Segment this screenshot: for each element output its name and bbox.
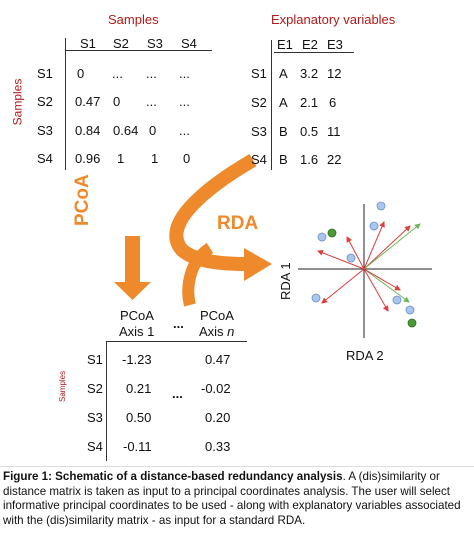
ev-row-label: S1 xyxy=(251,66,267,81)
dm-cell: 0 xyxy=(113,94,121,109)
pcoa-col1-header-line2: Axis 1 xyxy=(119,324,155,339)
dm-cell: 0.96 xyxy=(75,151,101,166)
dm-cell: 1 xyxy=(151,151,159,166)
dm-col-header: S4 xyxy=(181,36,197,51)
ev-row-label: S4 xyxy=(251,152,267,167)
ev-row-label: S2 xyxy=(251,95,267,110)
distance-matrix-side-label: Samples xyxy=(10,78,25,126)
ev-cell: A xyxy=(279,66,288,81)
site-point xyxy=(369,221,379,231)
rda-biplot xyxy=(298,201,432,338)
ev-col-header: E1 xyxy=(277,37,293,52)
site-point-green xyxy=(407,318,417,328)
dm-cell: 0 xyxy=(149,123,157,138)
dm-cell: 0.84 xyxy=(75,123,101,138)
dm-row-label: S4 xyxy=(37,151,53,166)
pcoa-row-label: S4 xyxy=(87,439,103,454)
dm-col-header: S3 xyxy=(147,36,163,51)
site-point xyxy=(376,201,386,211)
dm-cell: ... xyxy=(179,94,190,109)
caption-text: . A (dis)similarity or distance matrix i… xyxy=(3,470,461,527)
caption-bold: Figure 1: Schematic of a distance-based … xyxy=(3,470,343,483)
pcoa-col2-header-line2: Axis n xyxy=(199,324,234,339)
pcoa-cell: -0.11 xyxy=(123,439,152,454)
pcoa-header-rule xyxy=(107,341,247,342)
distance-matrix-header-rule xyxy=(66,50,212,51)
site-point xyxy=(346,253,356,263)
ev-cell: B xyxy=(279,124,288,139)
dm-row-label: S3 xyxy=(37,123,53,138)
dm-cell: 0.47 xyxy=(75,94,101,109)
pcoa-col2-axis-prefix: Axis xyxy=(199,324,228,339)
rda-xlabel: RDA 2 xyxy=(346,348,384,363)
site-point xyxy=(392,295,402,305)
rda-curved-arrow xyxy=(169,153,272,307)
dm-row-label: S2 xyxy=(37,94,53,109)
ev-cell: 11 xyxy=(327,124,341,139)
figure-caption: Figure 1: Schematic of a distance-based … xyxy=(0,466,474,536)
pcoa-row-rule xyxy=(106,341,107,461)
pcoa-cell: 0.47 xyxy=(205,352,231,367)
dm-cell: ... xyxy=(146,94,157,109)
pcoa-arrow-label: PCoA xyxy=(72,174,93,226)
explanatory-header-rule xyxy=(274,52,354,53)
dm-cell: 0 xyxy=(77,66,85,81)
dm-cell: 1 xyxy=(117,151,125,166)
ev-cell: 22 xyxy=(327,152,342,167)
pcoa-cell: 0.33 xyxy=(205,439,231,454)
pcoa-cell: -0.02 xyxy=(201,381,231,396)
pcoa-row-label: S2 xyxy=(87,381,103,396)
ev-cell: B xyxy=(279,152,288,167)
ev-col-header: E2 xyxy=(302,37,318,52)
dm-cell: 0 xyxy=(183,151,191,166)
pcoa-side-label: Samples xyxy=(58,370,67,402)
rda-ylabel: RDA 1 xyxy=(278,262,293,300)
rda-points xyxy=(311,201,417,328)
dm-cell: ... xyxy=(179,123,190,138)
pcoa-row-label: S1 xyxy=(87,352,103,367)
distance-matrix-row-rule xyxy=(65,38,66,170)
site-point-green xyxy=(327,228,337,238)
ev-cell: 6 xyxy=(329,95,337,110)
dm-cell: ... xyxy=(146,66,157,81)
dm-col-header: S1 xyxy=(80,36,96,51)
pcoa-cell: 0.50 xyxy=(126,410,152,425)
dm-cell: 0.64 xyxy=(113,123,139,138)
ev-cell: 3.2 xyxy=(300,66,319,81)
rda-arrow-label: RDA xyxy=(217,213,259,234)
dm-col-header: S2 xyxy=(113,36,129,51)
ev-cell: 1.6 xyxy=(300,152,319,167)
ev-cell: 12 xyxy=(327,66,342,81)
pcoa-cell: -1.23 xyxy=(122,352,152,367)
diagram-graphics xyxy=(114,153,432,338)
site-point xyxy=(311,293,321,303)
pcoa-row-ellipsis: ... xyxy=(172,386,183,401)
ev-col-header: E3 xyxy=(327,37,343,52)
pcoa-col1-header-line1: PCoA xyxy=(120,308,154,323)
pcoa-header-ellipsis: ... xyxy=(173,316,184,331)
dm-cell: ... xyxy=(179,66,190,81)
pcoa-col2-axis-var: n xyxy=(227,324,235,339)
pcoa-cell: 0.21 xyxy=(126,381,152,396)
distance-matrix-title: Samples xyxy=(108,12,159,27)
dm-cell: ... xyxy=(112,66,123,81)
pcoa-col2-header-line1: PCoA xyxy=(200,308,234,323)
pcoa-cell: 0.20 xyxy=(205,410,231,425)
explanatory-title: Explanatory variables xyxy=(271,12,396,27)
site-point xyxy=(405,305,415,315)
pcoa-row-label: S3 xyxy=(87,410,103,425)
explanatory-row-rule xyxy=(271,40,272,170)
rda-vectors xyxy=(317,221,421,312)
ev-cell: 0.5 xyxy=(300,124,319,139)
ev-row-label: S3 xyxy=(251,124,267,139)
site-point xyxy=(317,232,327,242)
ev-cell: 2.1 xyxy=(300,95,319,110)
dm-row-label: S1 xyxy=(37,66,53,81)
ev-cell: A xyxy=(279,95,288,110)
pcoa-arrow xyxy=(114,236,151,300)
